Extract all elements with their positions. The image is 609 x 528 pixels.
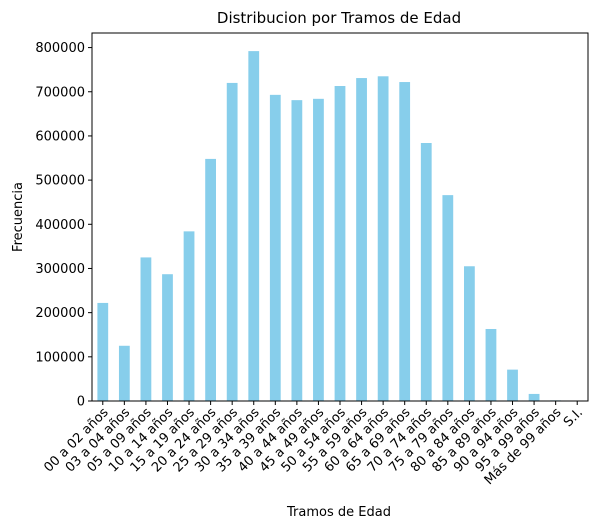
bar — [420, 143, 432, 401]
y-axis: 0 100000 200000 300000 400000 500000 600000 700… — [35, 41, 92, 410]
bar — [97, 302, 109, 401]
x-axis-title: Tramos de Edad — [286, 505, 391, 520]
y-tick-label: 400000 — [35, 218, 85, 233]
bar — [334, 86, 346, 401]
bar — [118, 345, 130, 401]
bar — [226, 82, 238, 402]
bar — [269, 94, 281, 401]
plot-frame — [91, 32, 589, 402]
chart-title: Distribucion por Tramos de Edad — [217, 9, 461, 27]
bar — [291, 100, 303, 402]
y-tick-label: 800000 — [35, 41, 85, 56]
y-tick-label: 500000 — [35, 174, 85, 189]
bar — [248, 51, 260, 402]
bar — [205, 158, 216, 401]
y-tick-label: 100000 — [35, 350, 85, 365]
y-tick-label: 600000 — [35, 129, 85, 144]
bar — [377, 76, 389, 401]
bar — [464, 266, 475, 401]
bar — [140, 257, 152, 401]
bar — [313, 98, 324, 401]
y-axis-title: Frecuencia — [11, 182, 26, 252]
y-tick-label: 200000 — [35, 306, 85, 321]
bar — [485, 328, 497, 401]
bar — [162, 274, 173, 401]
x-tick-label: S.I. — [561, 405, 586, 430]
bar — [183, 231, 195, 401]
y-tick-label: 700000 — [35, 85, 85, 100]
bar — [507, 369, 518, 401]
bar — [442, 195, 454, 401]
y-tick-label: 300000 — [35, 262, 85, 277]
bars-group — [97, 51, 583, 402]
bar — [356, 78, 367, 401]
y-tick-label: 0 — [77, 395, 85, 410]
bar — [528, 393, 540, 401]
bar — [399, 82, 411, 401]
